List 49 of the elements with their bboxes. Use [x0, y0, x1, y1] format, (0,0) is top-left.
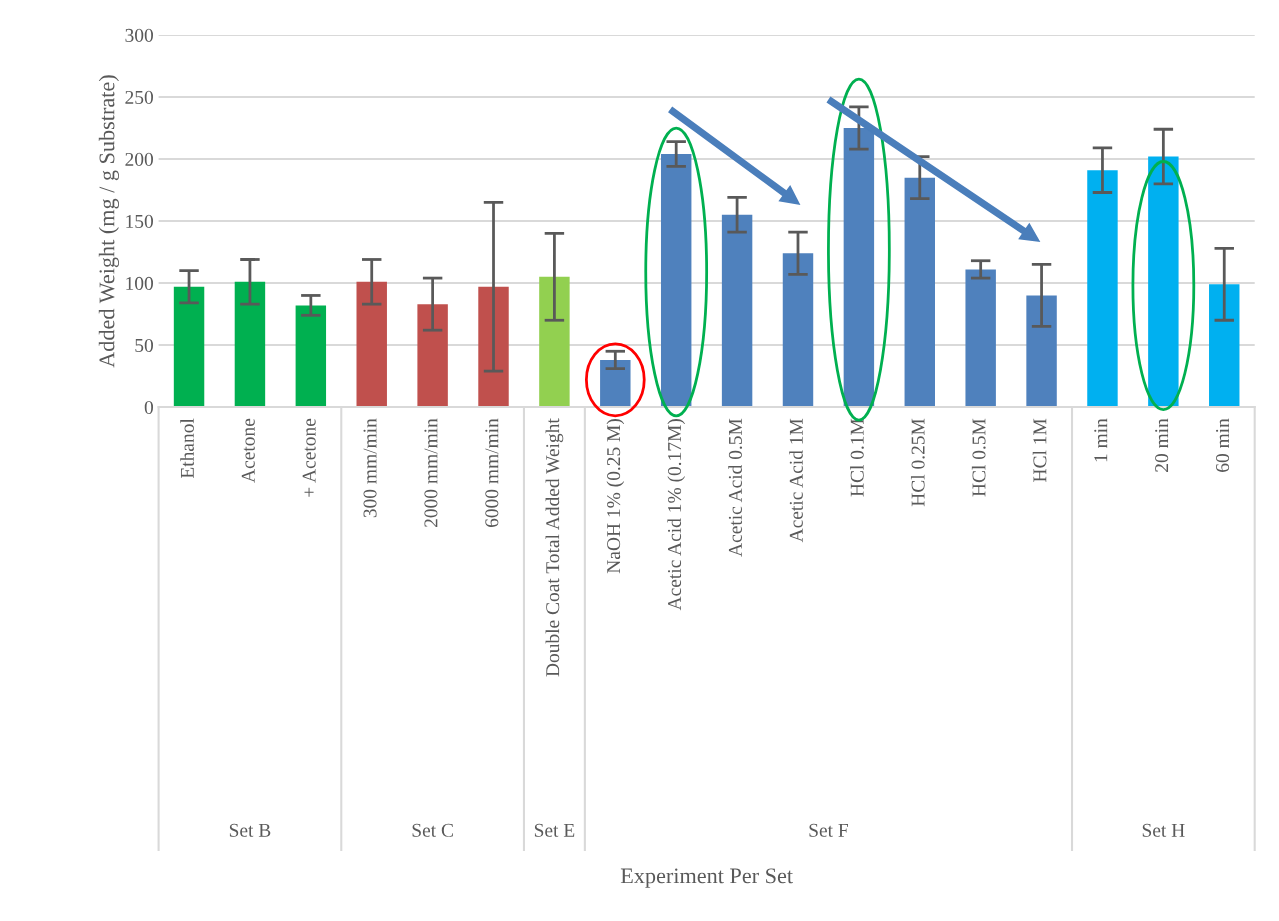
bar	[904, 177, 935, 408]
x-tick-label: 20 min	[1155, 418, 1169, 472]
text: Experiment Per Set	[620, 868, 793, 888]
bar	[173, 286, 205, 408]
y-tick-label: 150	[126, 214, 153, 228]
x-tick-label: HCl 0.5M	[971, 418, 986, 497]
x-tick-label: HCl 0.25M	[910, 418, 925, 507]
y-axis-title: Added Weight (mg / g Substrate)	[98, 75, 120, 368]
x-tick-label: 1 min	[1094, 418, 1108, 462]
bar	[965, 269, 996, 408]
x-tick-label: Ethanol	[180, 418, 194, 479]
x-tick-label: + Acetone	[302, 418, 316, 497]
x-tick-label: 2000 mm/min	[424, 418, 438, 527]
bar	[1209, 284, 1240, 408]
text: Set E	[534, 823, 575, 837]
bar	[295, 305, 327, 408]
x-tick-label: HCl 1M	[1032, 418, 1047, 482]
x-tick-label: Double Coat Total Added Weight	[545, 418, 564, 677]
bar	[782, 253, 814, 408]
bar	[660, 154, 692, 408]
x-tick-label: Acetic Acid 1M	[789, 418, 803, 543]
y-tick-label: 300	[125, 28, 153, 42]
text: Set B	[229, 823, 271, 837]
bar	[1148, 156, 1179, 408]
y-tick-label: 0	[144, 400, 153, 415]
y-tick-label: 50	[135, 338, 153, 353]
x-tick-label: Acetic Acid 1% (0.17M)	[667, 419, 686, 611]
y-tick-label: 200	[125, 152, 153, 166]
y-tick-label: 100	[126, 276, 153, 290]
bar	[234, 281, 266, 408]
x-tick-label: NaOH 1% (0.25 M)	[606, 419, 625, 574]
text: Set H	[1142, 823, 1185, 837]
text: Set C	[412, 823, 453, 837]
bar	[356, 281, 387, 408]
bar	[721, 214, 753, 408]
bar	[478, 286, 509, 408]
bar	[539, 276, 570, 408]
x-tick-label: 300 mm/min	[363, 418, 377, 518]
bar	[417, 304, 448, 408]
text: Set F	[809, 823, 848, 837]
x-tick-label: HCl 0.1M	[850, 418, 864, 497]
x-tick-label: 6000 mm/min	[485, 418, 499, 528]
bar	[1026, 295, 1057, 408]
x-tick-label: 60 min	[1216, 418, 1230, 472]
bar	[600, 359, 631, 408]
x-tick-label: Acetone	[241, 418, 255, 483]
x-tick-label: Acetic Acid 0.5M	[728, 418, 743, 557]
bar	[1087, 170, 1118, 408]
y-tick-label: 250	[125, 90, 153, 104]
